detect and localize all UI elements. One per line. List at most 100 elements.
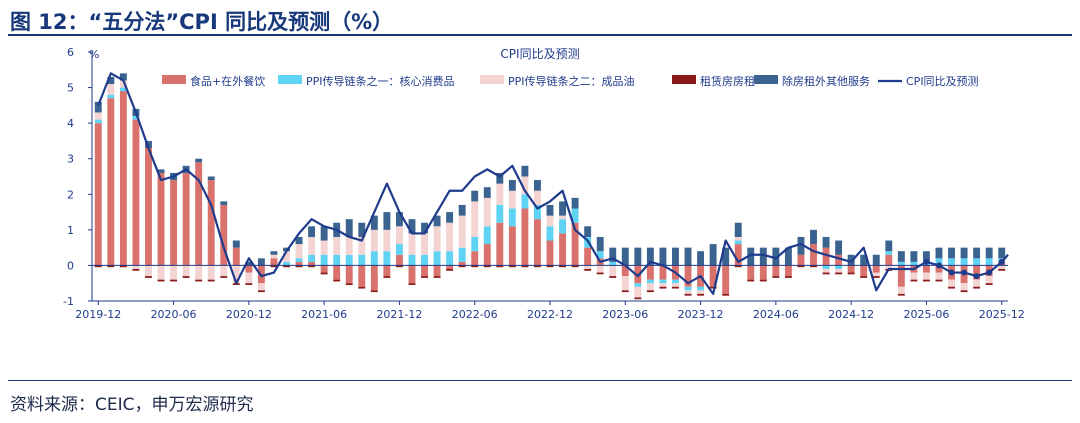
footer-rule	[8, 380, 1072, 381]
bar-services	[910, 251, 918, 262]
legend-label: 租赁房房租	[700, 74, 755, 88]
bar-core	[948, 258, 955, 266]
bar-fuel	[483, 197, 491, 227]
bar-core	[358, 254, 366, 266]
bar-rent	[784, 276, 792, 278]
bar-fuel	[534, 190, 541, 205]
bar-core	[107, 94, 115, 99]
bar-rent	[220, 276, 228, 278]
bar-rent	[621, 290, 629, 293]
bar-services	[621, 247, 629, 266]
bar-services	[935, 247, 943, 259]
bar-services	[433, 215, 441, 227]
bar-fuel	[559, 215, 566, 220]
bar-food	[496, 222, 504, 266]
x-tick-label: 2021-12	[376, 308, 422, 321]
bar-services	[508, 180, 516, 191]
bar-food	[822, 247, 830, 266]
bar-rent	[922, 279, 930, 282]
bar-rent	[94, 265, 102, 268]
bar-food	[383, 265, 391, 277]
bar-food	[182, 172, 190, 266]
bar-services	[257, 258, 265, 266]
bar-services	[408, 219, 416, 234]
bar-fuel	[960, 283, 968, 291]
bar-fuel	[922, 272, 930, 280]
bar-rent	[797, 265, 805, 268]
bar-services	[295, 236, 303, 245]
bar-fuel	[973, 279, 981, 287]
bar-fuel	[270, 254, 278, 259]
bar-rent	[534, 265, 541, 268]
bar-food	[885, 254, 893, 266]
bar-fuel	[672, 283, 679, 287]
cpi-line	[97, 72, 1009, 295]
x-tick-label: 2023-06	[602, 308, 648, 321]
bar-fuel	[132, 265, 140, 269]
cpi-forecast-point	[986, 269, 993, 276]
bar-rent	[747, 279, 755, 282]
bar-food	[759, 265, 767, 280]
bar-services	[960, 247, 968, 259]
x-axis: 2019-12 2020-06 2020-12 2021-06 2021-12 2022-…	[75, 300, 1025, 321]
bar-rent	[672, 286, 679, 289]
bar-rent	[697, 293, 705, 296]
bar-core	[546, 226, 554, 241]
bar-services	[634, 247, 642, 266]
x-tick-label: 2020-12	[226, 308, 272, 321]
bar-food	[546, 240, 554, 266]
bar-fuel	[897, 286, 905, 294]
bar-food	[772, 265, 780, 277]
bar-services	[232, 240, 240, 248]
bar-food	[584, 247, 592, 266]
bar-core	[408, 254, 416, 266]
y-tick-label: 1	[67, 224, 74, 237]
bar-services	[395, 212, 403, 227]
bar-rent	[659, 286, 667, 289]
bar-food	[797, 254, 805, 266]
bar-core	[960, 258, 968, 266]
bar-fuel	[998, 265, 1006, 269]
x-tick-label: 2022-06	[452, 308, 498, 321]
bar-services	[383, 212, 391, 230]
bar-rent	[195, 279, 203, 282]
y-axis-unit: %	[89, 48, 99, 61]
bar-fuel	[697, 290, 705, 294]
bar-fuel	[395, 226, 403, 245]
bar-core	[320, 254, 328, 266]
bar-core	[684, 286, 692, 291]
bar-food	[973, 265, 981, 280]
bar-services	[922, 251, 930, 262]
bar-food	[508, 226, 516, 266]
title-rule	[8, 34, 1072, 36]
bar-core	[646, 279, 654, 284]
bar-rent	[722, 293, 730, 296]
bar-fuel	[220, 265, 228, 277]
bar-food	[722, 265, 730, 294]
bar-food	[935, 265, 943, 273]
x-tick-label: 2025-12	[979, 308, 1025, 321]
bar-food	[521, 208, 529, 266]
bar-services	[872, 254, 880, 266]
legend-label: PPI传导链条之二：成品油	[508, 74, 635, 88]
bar-fuel	[358, 236, 366, 255]
bar-rent	[872, 276, 880, 278]
bar-food	[245, 265, 253, 273]
bar-services	[998, 247, 1006, 259]
bar-core	[596, 251, 604, 259]
y-axis: -1 0 1 2 3 4 5 6	[63, 46, 93, 308]
bar-core	[395, 244, 403, 255]
bar-fuel	[734, 236, 742, 241]
bar-food	[483, 244, 491, 266]
bar-core	[308, 254, 316, 262]
y-tick-label: 4	[67, 117, 74, 130]
bar-services	[973, 247, 981, 259]
cpi-forecast-point	[948, 269, 955, 276]
bar-services	[897, 251, 905, 262]
bar-core	[496, 204, 504, 223]
bar-fuel	[320, 240, 328, 255]
cpi-forecast-point	[935, 262, 942, 269]
bar-fuel	[232, 265, 240, 284]
bar-services	[797, 236, 805, 255]
bar-rent	[107, 265, 115, 268]
